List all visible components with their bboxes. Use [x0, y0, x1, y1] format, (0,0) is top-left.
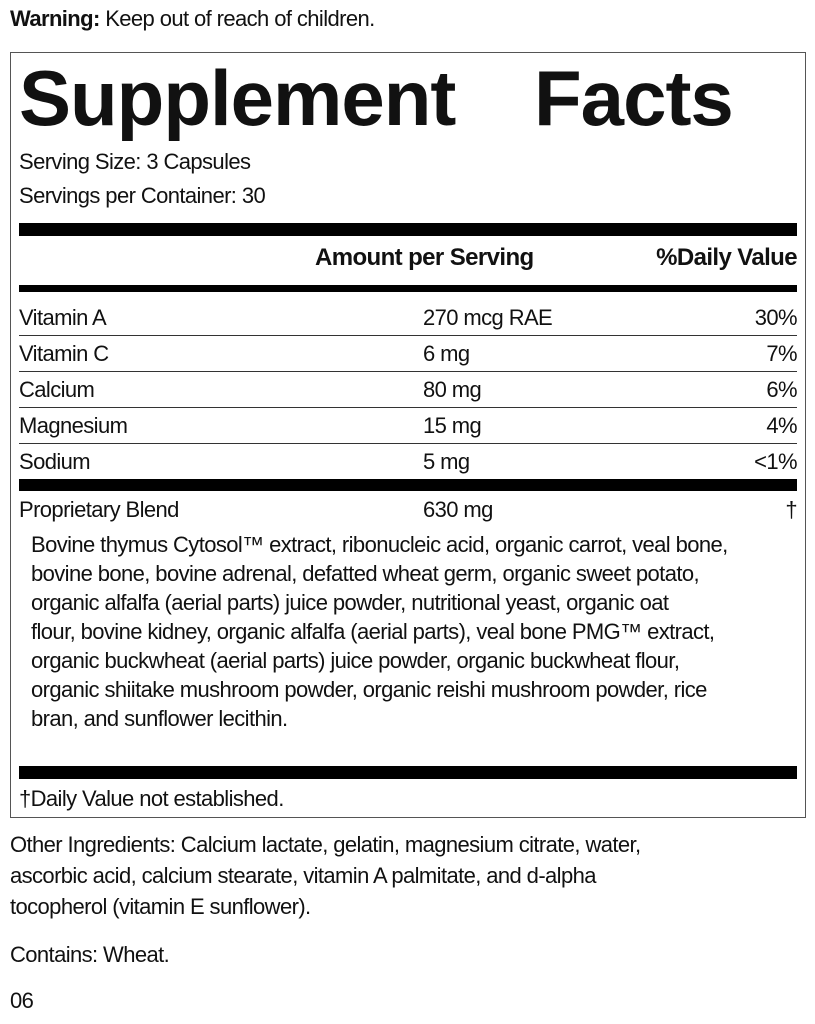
- supplement-facts-panel: Supplement Facts Serving Size: 3 Capsule…: [10, 52, 806, 818]
- warning-label: Warning:: [10, 6, 100, 31]
- nutrient-name: Sodium: [19, 449, 91, 474]
- blend-ingredients-line: flour, bovine kidney, organic alfalfa (a…: [31, 619, 715, 644]
- row-divider: [19, 371, 797, 372]
- blend-ingredients-line: organic buckwheat (aerial parts) juice p…: [31, 648, 680, 673]
- row-divider: [19, 407, 797, 408]
- amount-header: Amount per Serving: [315, 244, 534, 271]
- other-ingredients-line: ascorbic acid, calcium stearate, vitamin…: [10, 863, 596, 888]
- blend-ingredients-line: Bovine thymus Cytosol™ extract, ribonucl…: [31, 532, 728, 557]
- blend-ingredients-line: organic shiitake mushroom powder, organi…: [31, 677, 707, 702]
- nutrient-name: Magnesium: [19, 413, 128, 438]
- nutrient-name: Calcium: [19, 377, 95, 402]
- nutrient-dv: <1%: [754, 449, 797, 474]
- nutrient-name: Vitamin A: [19, 305, 107, 330]
- servings-per-container: Servings per Container: 30: [19, 183, 266, 208]
- blend-amount: 630 mg: [423, 497, 493, 522]
- serving-size: Serving Size: 3 Capsules: [19, 149, 251, 174]
- nutrient-dv: 4%: [766, 413, 797, 438]
- product-code: 06: [10, 988, 34, 1013]
- blend-ingredients-line: bovine bone, bovine adrenal, defatted wh…: [31, 561, 700, 586]
- blend-dv: †: [785, 497, 797, 522]
- dv-header: %Daily Value: [656, 244, 797, 271]
- nutrient-amount: 270 mcg RAE: [423, 305, 553, 330]
- row-divider: [19, 443, 797, 444]
- nutrient-name: Vitamin C: [19, 341, 109, 366]
- blend-ingredients-line: bran, and sunflower lecithin.: [31, 706, 288, 731]
- nutrient-amount: 6 mg: [423, 341, 470, 366]
- divider-medium: [19, 285, 797, 292]
- nutrient-dv: 6%: [766, 377, 797, 402]
- warning: Warning: Keep out of reach of children.: [10, 8, 375, 30]
- divider-thick: [19, 223, 797, 236]
- footnote: †Daily Value not established.: [19, 786, 284, 811]
- blend-name: Proprietary Blend: [19, 497, 179, 522]
- nutrient-amount: 80 mg: [423, 377, 482, 402]
- nutrient-amount: 5 mg: [423, 449, 470, 474]
- divider-thick: [19, 766, 797, 779]
- row-divider: [19, 335, 797, 336]
- panel-title: Supplement Facts: [19, 54, 734, 142]
- warning-text: Keep out of reach of children.: [99, 6, 375, 31]
- nutrient-amount: 15 mg: [423, 413, 482, 438]
- contains: Contains: Wheat.: [10, 942, 170, 967]
- nutrient-dv: 7%: [766, 341, 797, 366]
- other-ingredients-line: tocopherol (vitamin E sunflower).: [10, 894, 311, 919]
- divider-thick: [19, 479, 797, 491]
- blend-ingredients-line: organic alfalfa (aerial parts) juice pow…: [31, 590, 669, 615]
- nutrient-dv: 30%: [754, 305, 798, 330]
- other-ingredients-line: Other Ingredients: Calcium lactate, gela…: [10, 832, 641, 857]
